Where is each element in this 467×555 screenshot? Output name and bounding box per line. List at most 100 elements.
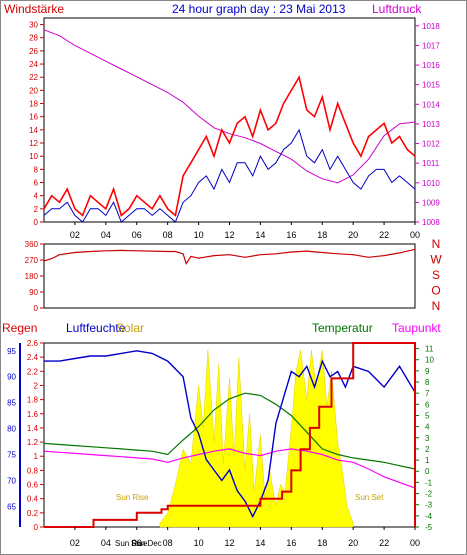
- compass-label: O: [431, 284, 440, 298]
- regen-tick-label: 1.8: [27, 396, 39, 405]
- x-tick-label: 04: [101, 538, 111, 548]
- x-tick-label: 10: [194, 538, 204, 548]
- y-left-tick-label: 30: [29, 21, 38, 30]
- series-temperature: [43, 392, 416, 470]
- compass-label: S: [432, 268, 440, 282]
- sunrise-label: Sun Rise: [116, 493, 149, 502]
- solar-label: Solar: [116, 321, 144, 335]
- x-tick-label: 18: [317, 230, 327, 240]
- left-title: Windstärke: [4, 2, 64, 16]
- temperature-label: Temperatur: [312, 321, 373, 335]
- y-left-tick-label: 18: [29, 100, 38, 109]
- x-tick-label: 14: [255, 538, 265, 548]
- temp-tick-label: 0: [425, 467, 430, 476]
- temp-tick-label: 11: [425, 345, 434, 354]
- temp-tick-label: 6: [425, 400, 430, 409]
- x-tick-label: 12: [224, 538, 234, 548]
- sunset-label: Sun Set: [355, 493, 384, 502]
- temp-tick-label: -2: [425, 490, 433, 499]
- series-direction: [43, 248, 416, 265]
- x-tick-label: 18: [317, 538, 327, 548]
- humidity-tick-label: 85: [7, 399, 16, 408]
- humidity-tick-label: 75: [7, 450, 16, 459]
- regen-tick-label: 0.8: [27, 466, 39, 475]
- right-title: Luftdruck: [372, 2, 422, 16]
- x-tick-label: 06: [132, 230, 142, 240]
- compass-label: N: [432, 237, 441, 251]
- y-left-tick-label: 26: [29, 47, 38, 56]
- series-rain: [44, 342, 416, 528]
- x-tick-label: 10: [194, 230, 204, 240]
- chart-title: 24 hour graph day : 23 Mai 2013: [172, 2, 346, 16]
- y-right-tick-label: 1015: [422, 81, 440, 90]
- temp-tick-label: 10: [425, 356, 434, 365]
- regen-tick-label: 2.4: [27, 353, 39, 362]
- dir-tick-label: 0: [34, 304, 39, 313]
- y-left-tick-label: 10: [29, 152, 38, 161]
- series-pressure: [43, 29, 416, 184]
- series-gust: [43, 128, 416, 223]
- y-left-tick-label: 2: [34, 205, 39, 214]
- x-tick-label: 00: [410, 230, 420, 240]
- x-tick-label: 16: [286, 538, 296, 548]
- x-mark-sunrise: Sun Rise: [115, 539, 148, 548]
- regen-tick-label: 1.4: [27, 424, 39, 433]
- regen-tick-label: 1.6: [27, 410, 39, 419]
- temp-tick-label: 7: [425, 389, 430, 398]
- y-right-tick-label: 1014: [422, 100, 440, 109]
- x-tick-label: 16: [286, 230, 296, 240]
- temp-tick-label: 9: [425, 367, 430, 376]
- regen-tick-label: 2.2: [27, 367, 39, 376]
- x-mark-sundec: Sun Dec: [131, 539, 162, 548]
- temp-tick-label: 3: [425, 434, 430, 443]
- regen-tick-label: 1.2: [27, 438, 39, 447]
- y-right-tick-label: 1017: [422, 41, 440, 50]
- temp-tick-label: 5: [425, 411, 430, 420]
- x-tick-label: 06: [132, 538, 142, 548]
- x-tick-label: 22: [379, 538, 389, 548]
- regen-tick-label: 2.6: [27, 339, 39, 348]
- y-right-tick-label: 1009: [422, 198, 440, 207]
- temp-tick-label: -4: [425, 512, 433, 521]
- humidity-tick-label: 65: [7, 502, 16, 511]
- compass-label: W: [430, 253, 442, 267]
- panel3-plot: 00.20.40.60.811.21.41.61.822.22.42.66570…: [7, 339, 434, 548]
- regen-tick-label: 0: [34, 523, 39, 532]
- y-right-tick-label: 1011: [422, 159, 440, 168]
- temp-tick-label: 1: [425, 456, 430, 465]
- temp-tick-label: -5: [425, 523, 433, 532]
- x-tick-label: 00: [410, 538, 420, 548]
- y-left-tick-label: 28: [29, 34, 38, 43]
- y-right-tick-label: 1008: [422, 218, 440, 227]
- y-right-tick-label: 1012: [422, 140, 440, 149]
- x-tick-label: 04: [101, 230, 111, 240]
- x-tick-label: 12: [224, 230, 234, 240]
- y-left-tick-label: 22: [29, 73, 38, 82]
- regen-tick-label: 0.2: [27, 509, 39, 518]
- x-tick-label: 08: [163, 230, 173, 240]
- regen-label: Regen: [2, 321, 37, 335]
- temp-tick-label: -1: [425, 478, 433, 487]
- y-right-tick-label: 1013: [422, 120, 440, 129]
- regen-tick-label: 0.6: [27, 481, 39, 490]
- series-wind: [43, 75, 416, 217]
- temp-tick-label: -3: [425, 501, 433, 510]
- x-tick-label: 14: [255, 230, 265, 240]
- x-tick-label: 08: [163, 538, 173, 548]
- compass-label: N: [432, 299, 441, 313]
- temp-tick-label: 8: [425, 378, 430, 387]
- y-left-tick-label: 14: [29, 126, 38, 135]
- y-left-tick-label: 4: [34, 192, 39, 201]
- x-tick-label: 02: [70, 538, 80, 548]
- humidity-label: Luftfeuchte: [66, 321, 126, 335]
- y-right-tick-label: 1018: [422, 22, 440, 31]
- y-left-tick-label: 20: [29, 86, 38, 95]
- y-left-tick-label: 6: [34, 179, 39, 188]
- panel1-plot: 0246810121416182022242628301008100910101…: [29, 21, 440, 240]
- y-right-tick-label: 1010: [422, 179, 440, 188]
- dir-tick-label: 180: [25, 272, 39, 281]
- y-right-tick-label: 1016: [422, 61, 440, 70]
- temp-tick-label: 4: [425, 423, 430, 432]
- y-left-tick-label: 12: [29, 139, 38, 148]
